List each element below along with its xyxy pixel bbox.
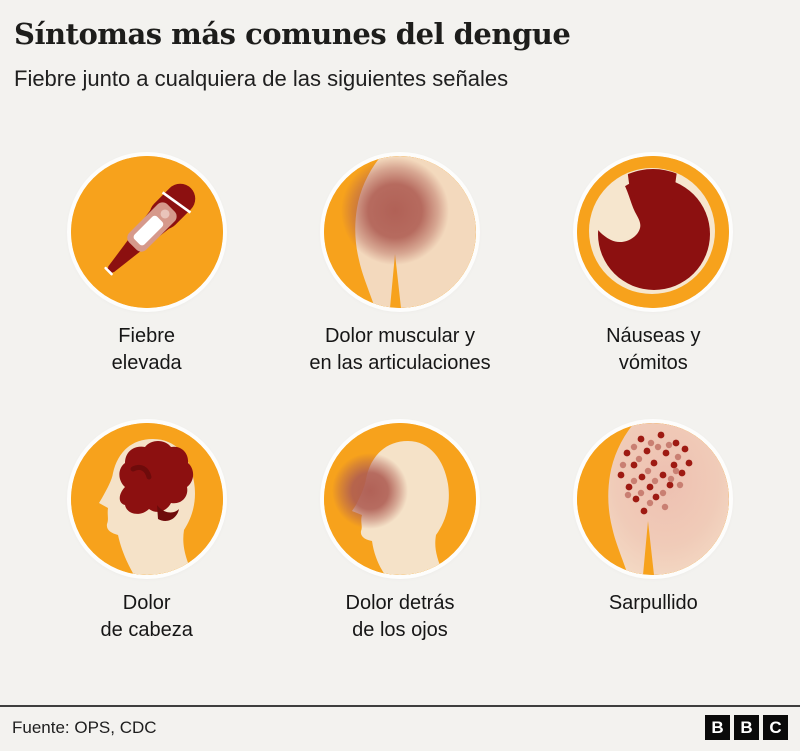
symptom-label: Fiebre elevada [111,325,182,374]
symptom-label: Náuseas y vómitos [606,325,701,374]
rash-icon [577,423,730,575]
symptom-label: Dolor detrás de los ojos [345,592,455,641]
bbc-logo-block: B [734,715,759,740]
symptom-card-sarpullido: Sarpullido [527,423,780,644]
symptom-label: Dolor muscular y en las articulaciones [309,325,491,374]
head-brain-icon [70,423,223,575]
page-subtitle: Fiebre junto a cualquiera de las siguien… [14,66,509,91]
bbc-logo: B B C [705,715,788,740]
thermometer-icon [70,156,223,308]
bbc-logo-block: C [763,715,788,740]
symptom-label: Sarpullido [608,592,698,614]
footer: Fuente: OPS, CDC B B C [0,705,800,751]
header: Síntomas más comunes del dengue Fiebre j… [0,0,800,94]
eye-pain-icon [323,423,476,575]
symptom-label: Dolor de cabeza [100,592,193,641]
rash-dots [617,431,693,515]
symptom-card-nauseas: Náuseas y vómitos [527,156,780,377]
source-credit: Fuente: OPS, CDC [12,717,157,737]
stomach-icon [577,156,730,308]
symptom-card-dolor-muscular: Dolor muscular y en las articulaciones [273,156,526,377]
symptoms-grid: Fiebre elevada Dol [0,94,800,644]
page-title: Síntomas más comunes del dengue [14,17,571,51]
symptom-card-dolor-cabeza: Dolor de cabeza [20,423,273,644]
symptom-card-dolor-ojos: Dolor detrás de los ojos [273,423,526,644]
symptom-card-fiebre: Fiebre elevada [20,156,273,377]
muscle-joint-pain-icon [323,156,476,308]
bbc-logo-block: B [705,715,730,740]
